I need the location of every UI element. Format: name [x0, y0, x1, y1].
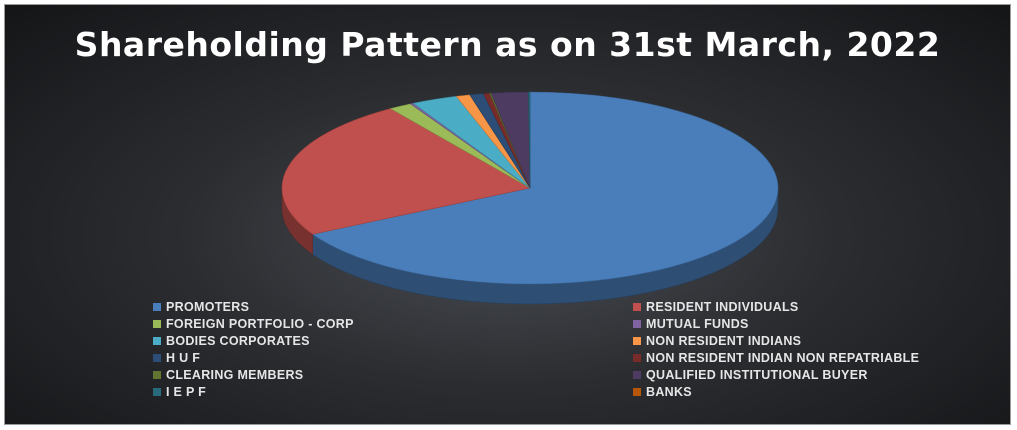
legend-label-non-resident-indian-non-repatriable: NON RESIDENT INDIAN NON REPATRIABLE — [646, 351, 919, 365]
chart-frame: Shareholding Pattern as on 31st March, 2… — [4, 4, 1011, 425]
legend-label-foreign-portfolio-corp: FOREIGN PORTFOLIO - CORP — [166, 317, 354, 331]
legend-label-banks: BANKS — [646, 385, 692, 399]
legend-label-non-resident-indians: NON RESIDENT INDIANS — [646, 334, 801, 348]
legend-swatch-h-u-f — [153, 354, 161, 362]
legend-swatch-foreign-portfolio-corp — [153, 320, 161, 328]
legend-swatch-resident-individuals — [633, 303, 641, 311]
legend-label-resident-individuals: RESIDENT INDIVIDUALS — [646, 300, 799, 314]
pie-slice-i-e-p-f — [528, 91, 531, 189]
pie-chart: PROMOTERS RESIDENT INDIVIDUALS FOREIGN POR… — [153, 91, 919, 399]
pie-slice-promoters — [311, 91, 779, 285]
legend-swatch-promoters — [153, 303, 161, 311]
legend-label-h-u-f: H U F — [166, 351, 200, 365]
legend-label-i-e-p-f: I E P F — [166, 385, 206, 399]
chart-title: Shareholding Pattern as on 31st March, 2… — [74, 25, 941, 64]
legend-swatch-clearing-members — [153, 371, 161, 379]
legend-label-promoters: PROMOTERS — [166, 300, 249, 314]
legend: PROMOTERS RESIDENT INDIVIDUALS FOREIGN POR… — [153, 300, 919, 399]
legend-label-mutual-funds: MUTUAL FUNDS — [646, 317, 749, 331]
legend-swatch-non-resident-indian-non-repatriable — [633, 354, 641, 362]
legend-label-qualified-institutional-buyer: QUALIFIED INSTITUTIONAL BUYER — [646, 368, 868, 382]
legend-swatch-non-resident-indians — [633, 337, 641, 345]
legend-swatch-banks — [633, 388, 641, 396]
pie-slices — [281, 91, 779, 285]
legend-label-bodies-corporates: BODIES CORPORATES — [166, 334, 310, 348]
legend-label-clearing-members: CLEARING MEMBERS — [166, 368, 303, 382]
legend-swatch-i-e-p-f — [153, 388, 161, 396]
legend-swatch-bodies-corporates — [153, 337, 161, 345]
legend-swatch-mutual-funds — [633, 320, 641, 328]
pie-slice-resident-individuals — [281, 108, 531, 235]
legend-swatch-qualified-institutional-buyer — [633, 371, 641, 379]
